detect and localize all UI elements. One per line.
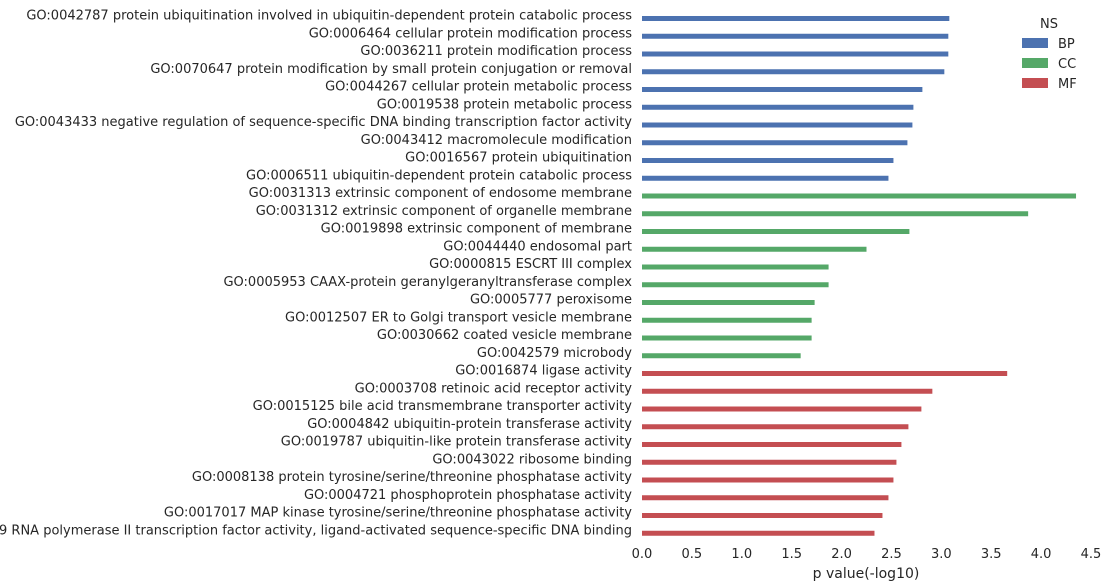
bar-mf (642, 477, 894, 483)
bar-cc (642, 246, 867, 252)
bar-cc (642, 335, 812, 341)
bar-mf (642, 388, 933, 394)
bars-layer (642, 16, 1077, 536)
legend-entries: BP CC MF (1022, 37, 1077, 92)
category-label: GO:0019787 ubiquitin-like protein transf… (281, 435, 633, 450)
bar-mf (642, 513, 883, 518)
bar-mf (642, 530, 875, 536)
category-label: GO:0006511 ubiquitin-dependent protein c… (246, 168, 632, 183)
legend-label-bp: BP (1058, 37, 1075, 52)
x-axis-ticks: 0.0 0.5 1.0 1.5 2.0 2.5 3.0 3.5 4.0 4.5 (632, 547, 1102, 562)
category-label: GO:0042579 microbody (477, 346, 632, 361)
category-label: GO:0004842 ubiquitin-protein transferase… (307, 417, 632, 432)
category-label: GO:0019898 extrinsic component of membra… (321, 222, 632, 237)
bar-mf (642, 406, 922, 412)
bar-cc (642, 193, 1077, 199)
bar-cc (642, 264, 829, 270)
category-label: GO:0043412 macromolecule modification (361, 133, 632, 148)
bar-bp (642, 87, 923, 92)
category-label: GO:0031313 extrinsic component of endoso… (249, 186, 632, 201)
bar-bp (642, 33, 949, 39)
bar-bp (642, 16, 950, 21)
bar-bp (642, 158, 894, 163)
legend-swatch-mf (1022, 78, 1048, 88)
legend-label-mf: MF (1058, 77, 1077, 92)
category-label: GO:0070647 protein modification by small… (150, 62, 632, 77)
category-label: GO:0017017 MAP kinase tyrosine/serine/th… (164, 506, 632, 521)
x-tick-label: 1.0 (731, 547, 752, 562)
bar-bp (642, 104, 914, 110)
legend-swatch-cc (1022, 58, 1048, 68)
category-label: GO:0042787 protein ubiquitination involv… (26, 9, 632, 24)
x-tick-label: 3.5 (981, 547, 1002, 562)
category-label: GO:0012507 ER to Golgi transport vesicle… (285, 310, 632, 325)
category-label: GO:0044267 cellular protein metabolic pr… (325, 80, 632, 95)
legend-swatch-bp (1022, 38, 1048, 48)
x-axis-title: p value(-log10) (813, 566, 920, 582)
x-tick-label: 4.5 (1081, 547, 1102, 562)
bar-bp (642, 122, 913, 128)
bar-mf (642, 424, 909, 430)
category-label: GO:0006464 cellular protein modification… (309, 26, 632, 41)
bar-bp (642, 51, 949, 57)
bar-bp (642, 175, 889, 181)
category-label: GO:0036211 protein modification process (360, 44, 632, 59)
category-labels: GO:0042787 protein ubiquitination involv… (0, 9, 632, 539)
bar-cc (642, 317, 812, 323)
bar-cc (642, 211, 1029, 217)
legend-label-cc: CC (1058, 57, 1076, 72)
x-tick-label: 0.5 (682, 547, 703, 562)
category-label: GO:0005777 peroxisome (470, 293, 632, 308)
bar-bp (642, 69, 945, 75)
legend: NS BP CC MF (1022, 17, 1077, 92)
bar-mf (642, 442, 902, 447)
category-label: GO:0004879 RNA polymerase II transcripti… (0, 523, 632, 538)
category-label: GO:0003708 retinoic acid receptor activi… (355, 381, 633, 396)
bar-bp (642, 140, 908, 146)
x-tick-label: 2.5 (881, 547, 902, 562)
category-label: GO:0004721 phosphoprotein phosphatase ac… (304, 488, 632, 503)
bar-cc (642, 229, 910, 234)
category-label: GO:0031312 extrinsic component of organe… (256, 204, 632, 219)
category-label: GO:0005953 CAAX-protein geranylgeranyltr… (223, 275, 632, 290)
category-label: GO:0030662 coated vesicle membrane (377, 328, 632, 343)
bar-mf (642, 459, 897, 465)
x-tick-label: 4.0 (1031, 547, 1052, 562)
category-label: GO:0008138 protein tyrosine/serine/threo… (192, 470, 632, 485)
category-label: GO:0043022 ribosome binding (432, 452, 632, 467)
category-label: GO:0019538 protein metabolic process (377, 97, 632, 112)
category-label: GO:0016567 protein ubiquitination (405, 151, 632, 166)
x-tick-label: 3.0 (931, 547, 952, 562)
x-tick-label: 1.5 (781, 547, 802, 562)
category-label: GO:0043433 negative regulation of sequen… (15, 115, 632, 130)
bar-cc (642, 300, 815, 305)
bar-mf (642, 371, 1008, 376)
bar-cc (642, 353, 801, 359)
category-label: GO:0000815 ESCRT III complex (429, 257, 632, 272)
category-label: GO:0044440 endosomal part (443, 239, 632, 254)
category-label: GO:0015125 bile acid transmembrane trans… (253, 399, 633, 414)
legend-title: NS (1040, 17, 1058, 32)
bar-cc (642, 282, 829, 288)
x-tick-label: 0.0 (632, 547, 653, 562)
category-label: GO:0016874 ligase activity (455, 364, 632, 379)
x-tick-label: 2.0 (831, 547, 852, 562)
bar-mf (642, 495, 889, 501)
